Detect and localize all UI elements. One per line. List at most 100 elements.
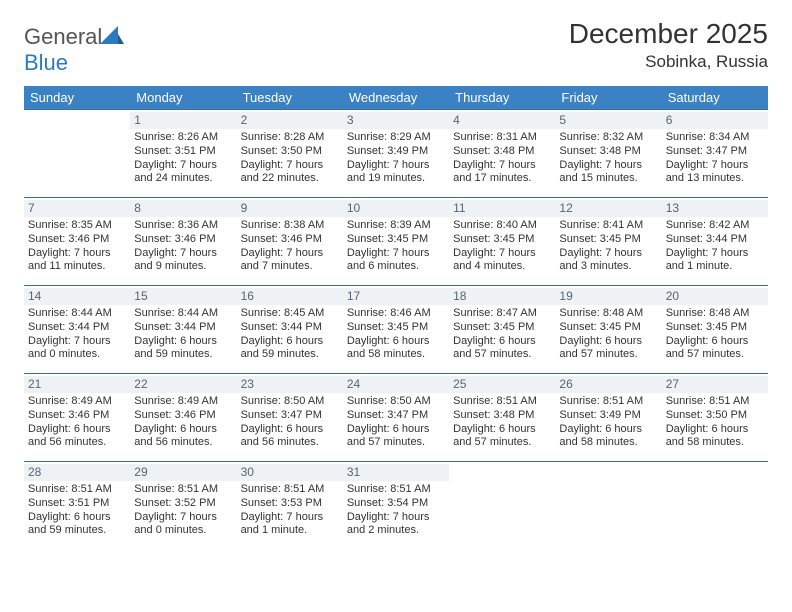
calendar-cell: 31 Sunrise: 8:51 AMSunset: 3:54 PMDayligh…: [343, 462, 449, 550]
daylight-text: Daylight: 7 hours and 11 minutes.: [28, 247, 126, 275]
calendar-cell: 7Sunrise: 8:35 AMSunset: 3:46 PMDaylight…: [24, 198, 130, 286]
calendar-cell: 9Sunrise: 8:38 AMSunset: 3:46 PMDaylight…: [237, 198, 343, 286]
sunrise-text: Sunrise: 8:51 AM: [134, 483, 232, 497]
cell-lines: Sunrise: 8:29 AMSunset: 3:49 PMDaylight:…: [347, 131, 445, 186]
col-header: Saturday: [662, 86, 768, 110]
day-number: 5: [555, 112, 661, 129]
sunset-text: Sunset: 3:45 PM: [559, 233, 657, 247]
cell-lines: Sunrise: 8:45 AMSunset: 3:44 PMDaylight:…: [241, 307, 339, 362]
location-label: Sobinka, Russia: [569, 52, 768, 72]
calendar-cell: 5 Sunrise: 8:32 AMSunset: 3:48 PMDaylight…: [555, 110, 661, 198]
calendar-cell: [24, 110, 130, 198]
sunrise-text: Sunrise: 8:50 AM: [347, 395, 445, 409]
sunset-text: Sunset: 3:47 PM: [666, 145, 764, 159]
sunset-text: Sunset: 3:46 PM: [241, 233, 339, 247]
cell-lines: Sunrise: 8:51 AMSunset: 3:52 PMDaylight:…: [134, 483, 232, 538]
header: GeneralBlue December 2025 Sobinka, Russi…: [24, 18, 768, 76]
sunrise-text: Sunrise: 8:50 AM: [241, 395, 339, 409]
sunrise-text: Sunrise: 8:51 AM: [453, 395, 551, 409]
sunset-text: Sunset: 3:45 PM: [666, 321, 764, 335]
title-block: December 2025 Sobinka, Russia: [569, 18, 768, 72]
calendar-cell: 19Sunrise: 8:48 AMSunset: 3:45 PMDayligh…: [555, 286, 661, 374]
day-number: 6: [662, 112, 768, 129]
sunset-text: Sunset: 3:53 PM: [241, 497, 339, 511]
calendar-cell: 28Sunrise: 8:51 AMSunset: 3:51 PMDayligh…: [24, 462, 130, 550]
col-header: Wednesday: [343, 86, 449, 110]
cell-lines: Sunrise: 8:42 AMSunset: 3:44 PMDaylight:…: [666, 219, 764, 274]
daylight-text: Daylight: 6 hours and 57 minutes.: [559, 335, 657, 363]
daylight-text: Daylight: 7 hours and 1 minute.: [241, 511, 339, 539]
sunset-text: Sunset: 3:44 PM: [134, 321, 232, 335]
daylight-text: Daylight: 7 hours and 0 minutes.: [28, 335, 126, 363]
daylight-text: Daylight: 7 hours and 17 minutes.: [453, 159, 551, 187]
sunrise-text: Sunrise: 8:47 AM: [453, 307, 551, 321]
day-number: 14: [24, 288, 130, 305]
sunset-text: Sunset: 3:48 PM: [453, 409, 551, 423]
daylight-text: Daylight: 6 hours and 56 minutes.: [241, 423, 339, 451]
calendar-cell: 29Sunrise: 8:51 AMSunset: 3:52 PMDayligh…: [130, 462, 236, 550]
calendar-cell: 14Sunrise: 8:44 AMSunset: 3:44 PMDayligh…: [24, 286, 130, 374]
cell-lines: Sunrise: 8:32 AMSunset: 3:48 PMDaylight:…: [559, 131, 657, 186]
cell-lines: Sunrise: 8:51 AMSunset: 3:48 PMDaylight:…: [453, 395, 551, 450]
day-number: 16: [237, 288, 343, 305]
sunrise-text: Sunrise: 8:28 AM: [241, 131, 339, 145]
calendar-cell: 12Sunrise: 8:41 AMSunset: 3:45 PMDayligh…: [555, 198, 661, 286]
daylight-text: Daylight: 6 hours and 57 minutes.: [453, 335, 551, 363]
cell-lines: Sunrise: 8:34 AMSunset: 3:47 PMDaylight:…: [666, 131, 764, 186]
calendar-cell: 25Sunrise: 8:51 AMSunset: 3:48 PMDayligh…: [449, 374, 555, 462]
day-number: 27: [662, 376, 768, 393]
calendar-cell: 16 Sunrise: 8:45 AMSunset: 3:44 PMDayligh…: [237, 286, 343, 374]
calendar-cell: 22Sunrise: 8:49 AMSunset: 3:46 PMDayligh…: [130, 374, 236, 462]
cell-lines: Sunrise: 8:36 AMSunset: 3:46 PMDaylight:…: [134, 219, 232, 274]
sunrise-text: Sunrise: 8:49 AM: [28, 395, 126, 409]
col-header: Monday: [130, 86, 236, 110]
calendar-cell: [662, 462, 768, 550]
sunset-text: Sunset: 3:49 PM: [347, 145, 445, 159]
sunrise-text: Sunrise: 8:42 AM: [666, 219, 764, 233]
sunset-text: Sunset: 3:54 PM: [347, 497, 445, 511]
daylight-text: Daylight: 6 hours and 59 minutes.: [134, 335, 232, 363]
calendar-cell: 11Sunrise: 8:40 AMSunset: 3:45 PMDayligh…: [449, 198, 555, 286]
cell-lines: Sunrise: 8:48 AMSunset: 3:45 PMDaylight:…: [559, 307, 657, 362]
day-number: 23: [237, 376, 343, 393]
calendar-cell: [449, 462, 555, 550]
cell-lines: Sunrise: 8:50 AMSunset: 3:47 PMDaylight:…: [347, 395, 445, 450]
cell-lines: Sunrise: 8:48 AMSunset: 3:45 PMDaylight:…: [666, 307, 764, 362]
calendar-cell: 8Sunrise: 8:36 AMSunset: 3:46 PMDaylight…: [130, 198, 236, 286]
sunset-text: Sunset: 3:50 PM: [241, 145, 339, 159]
logo-text: GeneralBlue: [24, 24, 124, 76]
sunset-text: Sunset: 3:46 PM: [28, 233, 126, 247]
sunset-text: Sunset: 3:47 PM: [347, 409, 445, 423]
sunrise-text: Sunrise: 8:45 AM: [241, 307, 339, 321]
daylight-text: Daylight: 7 hours and 3 minutes.: [559, 247, 657, 275]
cell-lines: Sunrise: 8:26 AMSunset: 3:51 PMDaylight:…: [134, 131, 232, 186]
header-row: SundayMondayTuesdayWednesdayThursdayFrid…: [24, 86, 768, 110]
table-row: 1Sunrise: 8:26 AMSunset: 3:51 PMDaylight…: [24, 110, 768, 198]
sunset-text: Sunset: 3:45 PM: [453, 321, 551, 335]
day-number: 12: [555, 200, 661, 217]
calendar-cell: 18Sunrise: 8:47 AMSunset: 3:45 PMDayligh…: [449, 286, 555, 374]
daylight-text: Daylight: 6 hours and 59 minutes.: [28, 511, 126, 539]
daylight-text: Daylight: 7 hours and 24 minutes.: [134, 159, 232, 187]
sunrise-text: Sunrise: 8:35 AM: [28, 219, 126, 233]
calendar-cell: 20Sunrise: 8:48 AMSunset: 3:45 PMDayligh…: [662, 286, 768, 374]
cell-lines: Sunrise: 8:51 AMSunset: 3:54 PMDaylight:…: [347, 483, 445, 538]
cell-lines: Sunrise: 8:35 AMSunset: 3:46 PMDaylight:…: [28, 219, 126, 274]
daylight-text: Daylight: 7 hours and 7 minutes.: [241, 247, 339, 275]
calendar-cell: [555, 462, 661, 550]
sail-icon: [100, 24, 124, 42]
sunrise-text: Sunrise: 8:44 AM: [134, 307, 232, 321]
sunset-text: Sunset: 3:48 PM: [453, 145, 551, 159]
calendar-cell: 15 Sunrise: 8:44 AMSunset: 3:44 PMDayligh…: [130, 286, 236, 374]
calendar-cell: 17Sunrise: 8:46 AMSunset: 3:45 PMDayligh…: [343, 286, 449, 374]
sunset-text: Sunset: 3:47 PM: [241, 409, 339, 423]
daylight-text: Daylight: 6 hours and 57 minutes.: [453, 423, 551, 451]
day-number: 31: [343, 464, 449, 481]
sunset-text: Sunset: 3:44 PM: [241, 321, 339, 335]
sunrise-text: Sunrise: 8:51 AM: [241, 483, 339, 497]
cell-lines: Sunrise: 8:44 AMSunset: 3:44 PMDaylight:…: [134, 307, 232, 362]
day-number: 22: [130, 376, 236, 393]
day-number: 15: [130, 288, 236, 305]
daylight-text: Daylight: 7 hours and 19 minutes.: [347, 159, 445, 187]
daylight-text: Daylight: 6 hours and 57 minutes.: [347, 423, 445, 451]
